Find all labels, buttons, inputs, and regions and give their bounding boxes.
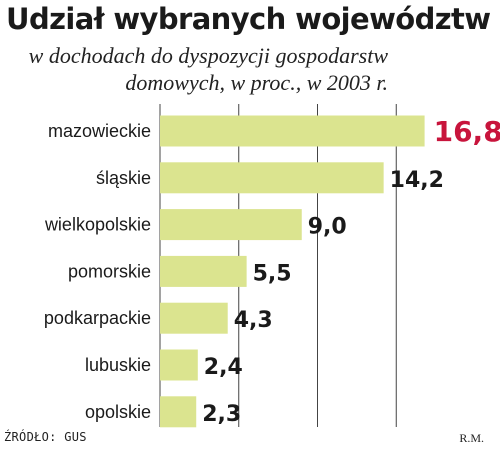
bar (160, 302, 228, 334)
value-label: 2,4 (204, 355, 243, 380)
value-label: 4,3 (234, 308, 273, 333)
bar (160, 349, 198, 381)
chart-title: Udział wybranych województw (6, 2, 491, 36)
category-label: wielkopolskie (44, 215, 151, 235)
value-label: 5,5 (253, 261, 292, 286)
bar (160, 162, 384, 194)
bar (160, 209, 302, 241)
value-label: 16,8 (434, 115, 500, 148)
value-label: 2,3 (202, 402, 241, 427)
bar (160, 255, 247, 287)
bar (160, 115, 425, 147)
chart-subtitle: w dochodach do dyspozycji gospodarstw do… (0, 42, 388, 96)
bar (160, 396, 197, 428)
value-label: 9,0 (308, 215, 347, 240)
category-label: lubuskie (85, 355, 151, 375)
category-label: śląskie (96, 168, 151, 188)
author-credit: R.M. (459, 431, 484, 445)
category-label: pomorskie (68, 261, 151, 281)
subtitle-line-2: domowych, w proc., w 2003 r. (125, 70, 388, 95)
source-note: ŹRÓDŁO: GUS (4, 430, 87, 444)
category-label: opolskie (85, 402, 151, 422)
subtitle-line-1: w dochodach do dyspozycji gospodarstw (28, 43, 388, 68)
category-label: podkarpackie (44, 308, 151, 328)
category-label: mazowieckie (48, 121, 151, 141)
value-label: 14,2 (390, 168, 444, 193)
